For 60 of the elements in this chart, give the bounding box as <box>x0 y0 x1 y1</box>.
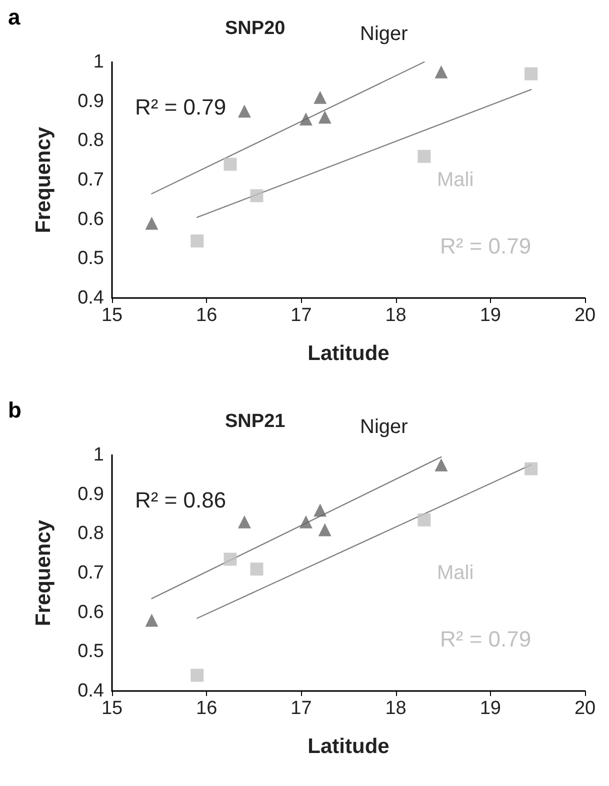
point <box>238 515 251 528</box>
y-tick-label: 0.6 <box>78 208 104 230</box>
y-tick-label: 1 <box>93 444 104 466</box>
text: a <box>8 4 21 30</box>
x-tick-label: 20 <box>574 698 596 719</box>
point <box>250 189 264 202</box>
series-label: Mali <box>437 562 474 584</box>
x-axis-title: Latitude <box>308 735 390 758</box>
point <box>250 562 264 576</box>
y-tick-label: 0.8 <box>78 130 104 152</box>
point <box>524 67 538 80</box>
x-tick-label: 18 <box>385 698 406 719</box>
series-label: Niger <box>360 23 408 45</box>
series-label: Niger <box>360 416 408 438</box>
y-axis-title: Frequency <box>32 126 55 234</box>
point <box>418 513 431 526</box>
x-tick-label: 16 <box>196 698 218 719</box>
chart-title: SNP20 <box>225 18 286 39</box>
point <box>318 110 332 124</box>
point <box>190 668 204 682</box>
y-tick-label: 0.8 <box>78 523 104 544</box>
point <box>190 234 204 248</box>
point <box>145 216 158 230</box>
x-tick-label: 20 <box>574 305 596 326</box>
x-tick-label: 17 <box>290 698 312 719</box>
point <box>318 523 332 536</box>
point <box>224 158 237 171</box>
y-tick-label: 0.7 <box>78 170 104 190</box>
point <box>299 515 312 528</box>
annotation: R² = 0.86 <box>135 488 226 512</box>
x-tick-label: 16 <box>196 305 218 326</box>
y-tick-label: 1 <box>93 52 104 72</box>
x-tick-label: 19 <box>480 305 501 326</box>
annotation: R² = 0.79 <box>440 626 532 652</box>
point <box>314 504 327 517</box>
x-tick-label: 19 <box>480 698 501 719</box>
y-tick-label: 0.9 <box>78 484 104 505</box>
chart-title: SNP21 <box>225 411 286 432</box>
y-tick-label: 0.6 <box>78 602 104 623</box>
y-tick-label: 0.5 <box>78 248 104 270</box>
point <box>145 614 158 627</box>
series-label: Mali <box>437 169 474 191</box>
point <box>224 552 237 566</box>
x-tick-label: 18 <box>385 305 406 326</box>
annotation: R² = 0.79 <box>440 234 532 258</box>
point <box>314 90 327 104</box>
y-axis-title: Frequency <box>32 520 55 626</box>
text: b <box>8 398 22 422</box>
x-axis-title: Latitude <box>308 342 390 365</box>
point <box>238 104 251 118</box>
point <box>524 462 538 476</box>
point <box>434 65 448 78</box>
point <box>434 458 448 472</box>
y-tick-label: 0.5 <box>78 641 104 662</box>
point <box>418 150 431 163</box>
y-tick-label: 0.7 <box>78 562 104 584</box>
point <box>299 112 312 126</box>
annotation: R² = 0.79 <box>135 94 226 120</box>
y-tick-label: 0.9 <box>78 90 104 112</box>
x-tick-label: 17 <box>290 305 312 326</box>
